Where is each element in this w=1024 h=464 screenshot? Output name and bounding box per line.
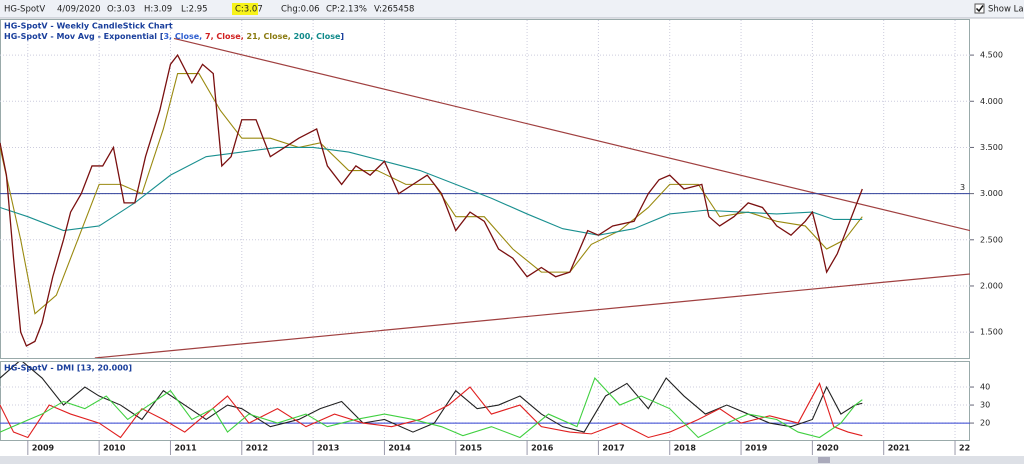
y-tick-label: 40	[980, 383, 990, 392]
low: L:2.95	[181, 5, 208, 15]
close: C:3.07	[235, 5, 263, 15]
open: O:3.03	[107, 5, 135, 15]
x-tick-label: 2019	[745, 444, 768, 453]
y-tick-label: 1.500	[980, 328, 1003, 337]
legend-entry: 7, Close,	[205, 32, 247, 41]
panel-title: HG-SpotV - DMI [13, 20.000]	[4, 364, 132, 373]
legend-entry: 3, Close,	[163, 32, 205, 41]
x-tick-label: 2010	[103, 444, 126, 453]
legend-entry: 200, Close	[294, 32, 341, 41]
show-last-label[interactable]: Show Last	[988, 5, 1024, 15]
symbol: HG-SpotV	[4, 5, 45, 15]
y-tick-label: 3.000	[980, 189, 1003, 198]
legend-entry: ]	[340, 32, 344, 41]
labels: 1.500 2.000 2.500 3.000 3.500 4.000 4.500 3 HG-S…	[4, 5, 1003, 455]
legend-entry: HG-SpotV - Mov Avg - Exponential [	[4, 32, 164, 41]
close-highlight	[232, 3, 258, 15]
check-mark	[975, 5, 984, 13]
show-last-checkbox[interactable]	[974, 3, 985, 14]
horizontal-line-label: 3	[960, 183, 965, 192]
dmi-plot	[0, 362, 970, 440]
series-line	[0, 382, 863, 439]
scroll-thumb[interactable]	[818, 457, 830, 463]
change: Chg:0.06	[281, 5, 320, 15]
trend-line	[94, 273, 970, 358]
x-tick-label: 2018	[674, 444, 697, 453]
legend-entry: 21, Close,	[247, 32, 294, 41]
x-tick-label: 22	[959, 444, 970, 453]
change-pct: CP:2.13%	[326, 5, 367, 15]
dmi-panel	[0, 361, 970, 441]
y-tick-label: 4.500	[980, 51, 1003, 60]
price-panel	[0, 19, 970, 359]
x-tick-label: 2009	[32, 444, 55, 453]
volume: V:265458	[374, 5, 414, 15]
legend: HG-SpotV - Mov Avg - Exponential [3, Clo…	[4, 32, 344, 41]
scrollbar[interactable]	[0, 456, 1024, 464]
x-tick-label: 2016	[531, 444, 554, 453]
y-tick-label: 4.000	[980, 97, 1003, 106]
trend-line	[173, 37, 970, 232]
panel-title: HG-SpotV - Weekly CandleStick Chart	[4, 22, 173, 31]
x-tick-label: 2021	[888, 444, 911, 453]
x-tick-label: 2012	[246, 444, 268, 453]
x-tick-label: 2011	[174, 444, 197, 453]
x-tick-label: 2017	[602, 444, 624, 453]
y-tick-label: 30	[980, 401, 990, 410]
x-tick-label: 2020	[816, 444, 839, 453]
date: 4/09/2020	[57, 5, 101, 15]
high: H:3.09	[144, 5, 172, 15]
y-tick-label: 3.500	[980, 143, 1003, 152]
x-tick-label: 2015	[460, 444, 483, 453]
y-tick-label: 2.500	[980, 235, 1003, 244]
y-tick-label: 2.000	[980, 281, 1003, 290]
x-tick-label: 2013	[317, 444, 339, 453]
series-line	[0, 376, 863, 439]
toolbar-texts: HG-SpotV 4/09/2020 O:3.03 H:3.09 L:2.95 …	[4, 3, 1024, 15]
x-tick-label: 2014	[388, 444, 411, 453]
price-line	[0, 53, 863, 347]
series-line	[0, 146, 863, 236]
y-tick-label: 20	[980, 419, 990, 428]
price-plot	[0, 20, 970, 358]
